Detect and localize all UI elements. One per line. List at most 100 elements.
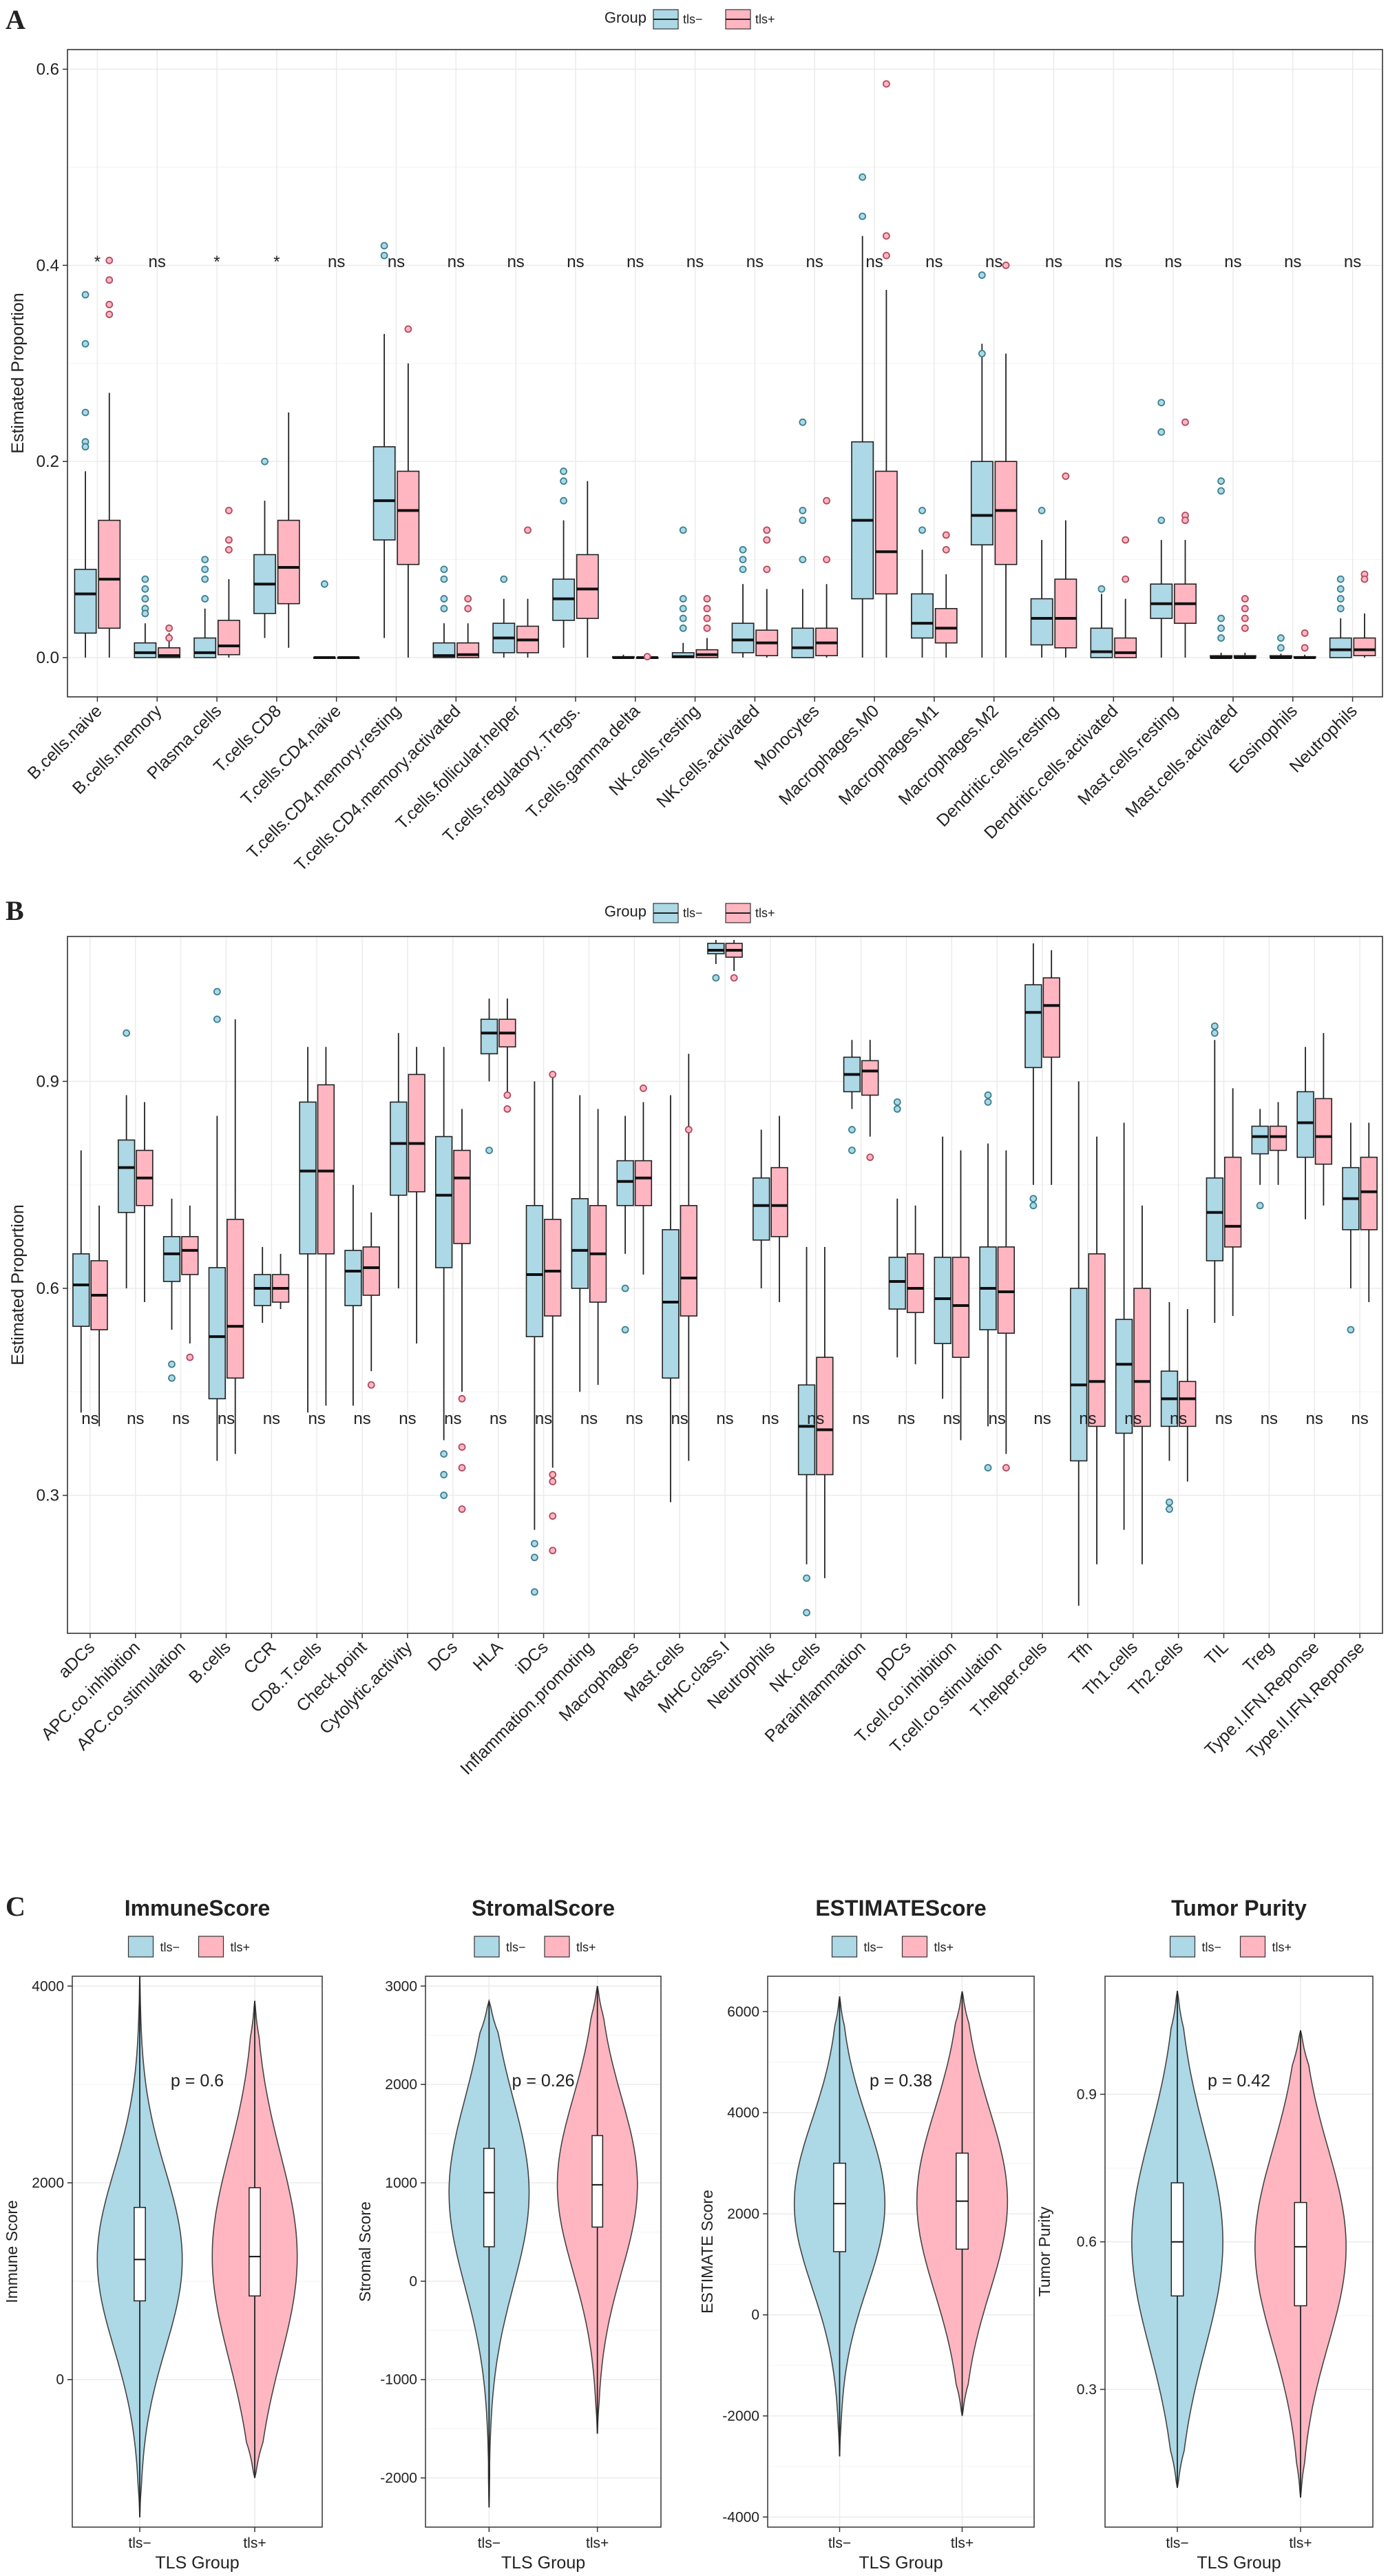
panelA-box-pos	[1054, 472, 1077, 658]
panelA-outlier	[225, 506, 233, 514]
panelB-xtick-label: Macrophages	[556, 1637, 643, 1725]
violin-0-legend-key-pos	[198, 1936, 224, 1958]
panelA-outlier	[1336, 605, 1345, 613]
panelA-outlier	[918, 526, 926, 534]
panelB-signif-label: ns	[218, 1410, 235, 1428]
panelB-box-body	[707, 943, 725, 954]
panelB-signif-label: ns	[308, 1410, 326, 1428]
panelA-box-pos	[635, 653, 659, 661]
panelB-outlier	[549, 1547, 557, 1555]
panelA-box-body	[791, 627, 814, 658]
panelB-signif-label: ns	[1351, 1410, 1368, 1428]
panelA-box-neg	[970, 271, 993, 658]
panelB-box-pos	[271, 1253, 290, 1310]
panelA-outlier	[500, 575, 508, 583]
panelA-outlier	[1336, 595, 1345, 603]
panelA-outlier	[1360, 575, 1369, 583]
panelA-box-pos	[815, 496, 839, 658]
panelA-outlier	[105, 276, 114, 284]
panelA-outlier	[165, 634, 173, 642]
panelA-box-pos	[217, 506, 240, 658]
panelB-box-pos	[408, 1047, 425, 1344]
panelA-box-body	[970, 461, 993, 546]
panelB-box-body	[208, 1267, 226, 1400]
violin-3-pvalue: p = 0.42	[1208, 2071, 1270, 2091]
violin-2-legend-label-pos: tls+	[934, 1940, 954, 1954]
panelB-signif-label: ns	[943, 1410, 960, 1428]
panelB-box-body	[1070, 1288, 1088, 1462]
violin-1-xtick-label: tls+	[586, 2535, 609, 2551]
violin-2-legend-key-pos	[901, 1936, 928, 1958]
panelA-box-body	[432, 642, 456, 658]
panelA-outlier	[1122, 536, 1130, 544]
violin-0-xtick-label: tls−	[128, 2535, 151, 2551]
violin-0-box-body	[249, 2187, 261, 2297]
panelA-signif-label: ns	[985, 253, 1002, 271]
violin-2-border	[767, 1976, 1035, 2528]
panelA-signif-label: ns	[388, 253, 405, 271]
panelA-outlier	[1241, 595, 1249, 603]
panelB-signif-label: ns	[1306, 1410, 1323, 1428]
panelA-signif-label: ns	[507, 253, 524, 271]
panelB-signif-label: ns	[535, 1410, 552, 1428]
panelB-outlier	[440, 1491, 448, 1500]
panelB-box-neg	[843, 1040, 861, 1155]
panelB-box-body	[525, 1204, 544, 1337]
panelA-outlier	[105, 300, 114, 308]
panelA-box-body	[134, 642, 157, 658]
panelA-outlier	[942, 545, 950, 554]
panelB-signif-label: ns	[761, 1410, 779, 1428]
panelB-box-body	[1296, 1091, 1314, 1158]
panelA-outlier	[81, 291, 90, 299]
violin-2-legend: tls− tls+	[831, 1936, 954, 1958]
panelB-box-body	[951, 1257, 970, 1359]
violin-1-ytick-label: -2000	[380, 2471, 417, 2486]
panelB-outlier	[848, 1126, 856, 1133]
panelA-outlier	[464, 595, 472, 603]
panelB-box-pos	[362, 1212, 380, 1389]
panelA-box-body	[1353, 637, 1376, 656]
violin-3-xtick-label: tls+	[1289, 2535, 1312, 2551]
panelB-box-pos	[136, 1102, 154, 1303]
panelB-signif-label: ns	[1079, 1410, 1096, 1428]
panelA-box-neg	[1210, 477, 1233, 660]
panelA-box-body	[217, 620, 240, 656]
panelB-xtick-label: B.cells	[185, 1637, 235, 1687]
violin-1-ytick-label: -1000	[380, 2372, 417, 2388]
panelB-box-neg	[72, 1150, 90, 1413]
panelB-outlier	[168, 1374, 176, 1382]
panelB-outlier	[485, 1146, 493, 1155]
panelB-signif-label: ns	[1170, 1410, 1187, 1428]
panelA-signif-label: ns	[1224, 253, 1241, 271]
panelB-outlier	[893, 1098, 901, 1106]
panelB-box-neg	[1251, 1109, 1269, 1210]
panelA-xtick-label: Mast.cells.activated	[1122, 701, 1241, 821]
panelB-letter: B	[6, 895, 24, 926]
violin-0-border	[72, 1976, 323, 2528]
panelB-box-pos	[544, 1070, 562, 1555]
panelA-outlier	[679, 614, 687, 622]
panelA-signif-label: ns	[149, 253, 166, 271]
violin-0-ytick-label: 4000	[32, 1978, 64, 1994]
panelB-outlier	[458, 1505, 466, 1514]
panelB-outlier	[549, 1471, 557, 1478]
panelB-box-body	[1042, 977, 1060, 1058]
panelB-outlier	[848, 1146, 856, 1155]
panelB-box-neg	[1115, 1122, 1133, 1530]
panelA-box-pos	[158, 624, 181, 658]
panelB-xtick-label: Treg	[1239, 1637, 1277, 1675]
violin-0-legend: tls− tls+	[127, 1936, 250, 1958]
panelA-box-pos	[397, 325, 420, 658]
panelB-box-neg	[1206, 1022, 1223, 1323]
panelB-box-pos	[861, 1040, 879, 1162]
panelA-box-pos	[277, 412, 300, 648]
panelA-box-neg	[492, 575, 516, 658]
panelA-box-pos	[874, 80, 898, 658]
panelB-box-body	[680, 1204, 697, 1317]
panelA-outlier	[380, 251, 388, 260]
panelA-outlier	[105, 256, 114, 264]
panelB-box-neg	[1070, 1081, 1088, 1606]
violin-0-title: ImmuneScore	[125, 1896, 271, 1920]
panelA-outlier	[225, 545, 233, 554]
